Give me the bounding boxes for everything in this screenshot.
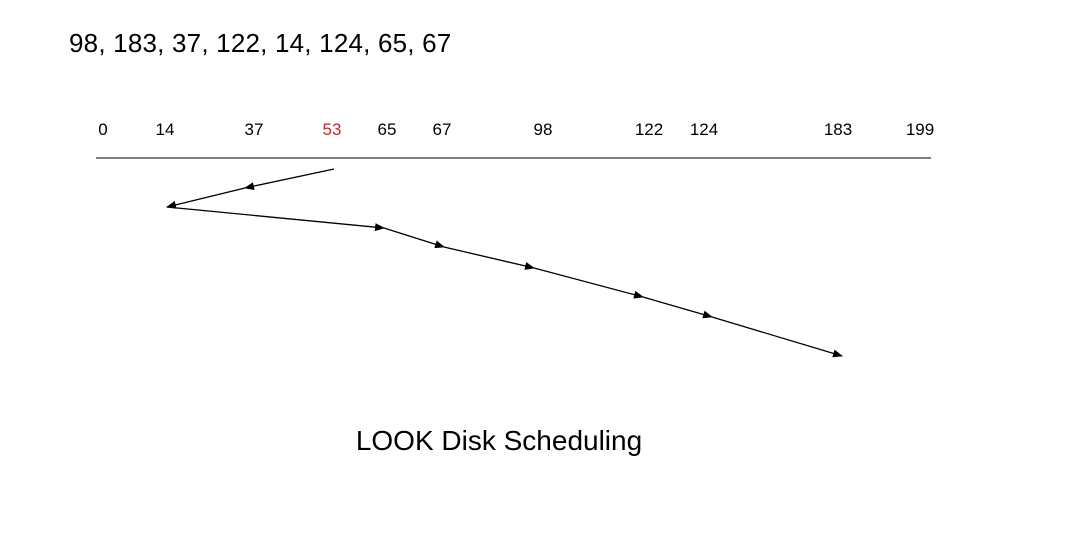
path-segment-37-to-14	[166, 187, 246, 209]
tick-label-124: 124	[690, 120, 718, 139]
tick-label-98: 98	[534, 120, 553, 139]
path-segment-53-to-37	[244, 168, 335, 191]
axis-tick-labels: 0 14 37 53 65 67 98 122 124 183 199	[98, 120, 934, 139]
path-segment-122-to-124	[642, 296, 713, 319]
path-segment-98-to-122	[533, 267, 644, 299]
tick-label-67: 67	[433, 120, 452, 139]
head-movement-path	[166, 168, 843, 358]
path-segment-65-to-67	[383, 227, 445, 249]
tick-label-37: 37	[245, 120, 264, 139]
path-segment-67-to-98	[443, 246, 535, 270]
tick-label-199: 199	[906, 120, 934, 139]
tick-label-0: 0	[98, 120, 107, 139]
request-queue: 98, 183, 37, 122, 14, 124, 65, 67	[69, 28, 452, 58]
diagram-caption: LOOK Disk Scheduling	[355, 425, 643, 456]
tick-label-14: 14	[156, 120, 175, 139]
tick-label-65: 65	[378, 120, 397, 139]
path-segment-14-to-65	[166, 206, 385, 232]
tick-label-122: 122	[635, 120, 663, 139]
path-segment-124-to-183	[711, 316, 843, 358]
head-start-tick-label: 53	[323, 120, 342, 139]
tick-label-183: 183	[824, 120, 852, 139]
